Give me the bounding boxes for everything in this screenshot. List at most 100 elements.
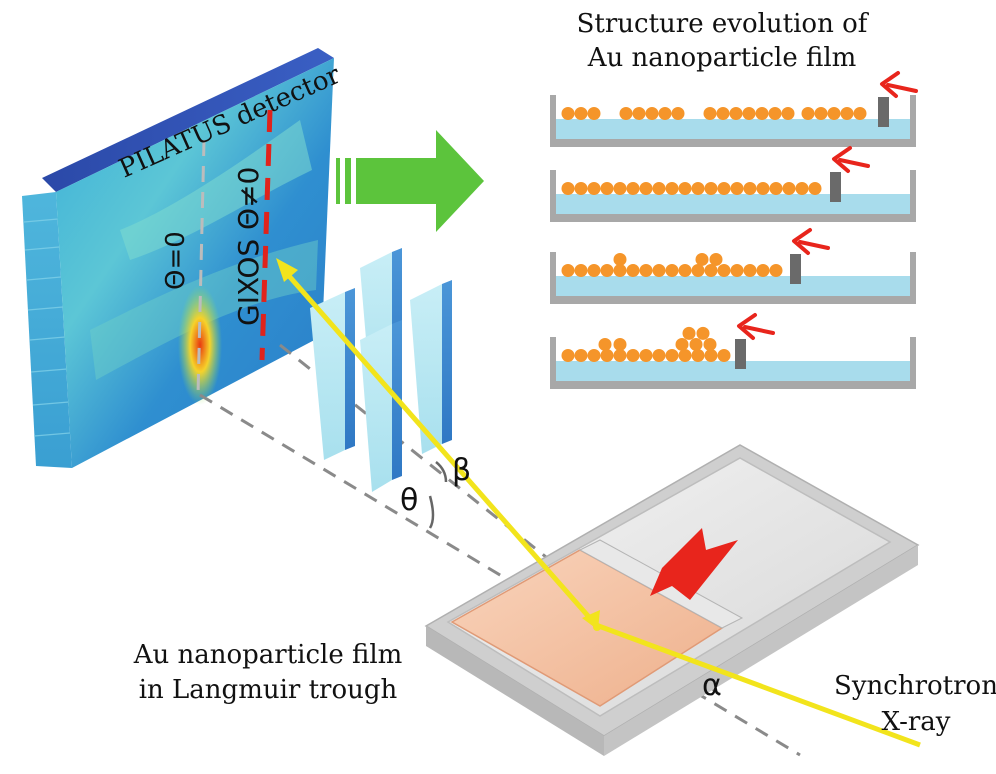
nanoparticle bbox=[704, 264, 718, 277]
nanoparticle bbox=[574, 182, 588, 195]
nanoparticle bbox=[665, 349, 679, 362]
panel-push-arrow-head bbox=[832, 146, 852, 173]
nanoparticle-stacked bbox=[613, 252, 627, 266]
slit-3 bbox=[410, 280, 452, 454]
nanoparticle bbox=[626, 264, 640, 277]
detector-module-lines bbox=[23, 218, 71, 437]
nanoparticle bbox=[652, 182, 666, 195]
nanoparticle bbox=[652, 264, 666, 277]
nanoparticle-stacked bbox=[709, 252, 723, 266]
nanoparticle-stacked bbox=[695, 252, 709, 266]
nanoparticle bbox=[645, 107, 659, 120]
nanoparticle-stacked bbox=[675, 337, 689, 351]
nanoparticle-stacked bbox=[598, 337, 612, 351]
nanoparticle-stacked bbox=[703, 337, 717, 351]
nanoparticle-stacked bbox=[613, 337, 627, 351]
beta-label: β bbox=[452, 453, 471, 488]
panel-water-subphase bbox=[556, 361, 910, 381]
alpha-label: α bbox=[702, 668, 722, 703]
nanoparticle bbox=[613, 182, 627, 195]
nanoparticle bbox=[795, 182, 809, 195]
panel-push-arrow-head bbox=[880, 71, 900, 98]
nanoparticle bbox=[639, 182, 653, 195]
scatter-band-1 bbox=[120, 120, 312, 260]
panel-push-arrow-head bbox=[737, 313, 757, 340]
panel-trough-floor bbox=[550, 296, 916, 304]
panel-trough-wall-right bbox=[910, 170, 916, 222]
nanoparticle bbox=[639, 349, 653, 362]
gixos-line bbox=[259, 109, 273, 361]
panel-trough-wall-left bbox=[550, 252, 556, 304]
nanoparticle bbox=[704, 182, 718, 195]
theta-zero-label: Θ=0 bbox=[161, 231, 191, 290]
nanoparticle-stacked bbox=[682, 326, 696, 340]
nanoparticle bbox=[574, 264, 588, 277]
theta-label: θ bbox=[400, 483, 418, 518]
nanoparticle bbox=[561, 264, 575, 277]
nanoparticle bbox=[561, 107, 575, 120]
nanoparticle bbox=[743, 182, 757, 195]
nanoparticle bbox=[561, 349, 575, 362]
panel-push-arrow-shaft bbox=[886, 83, 918, 93]
nanoparticle bbox=[756, 182, 770, 195]
nanoparticle bbox=[730, 264, 744, 277]
beam-label-line2: X-ray bbox=[882, 707, 951, 737]
panel-trough-floor bbox=[550, 214, 916, 222]
panel-barrier bbox=[830, 172, 841, 202]
nanoparticle-stacked bbox=[689, 337, 703, 351]
langmuir-trough bbox=[424, 444, 920, 756]
soller-slits bbox=[310, 248, 452, 492]
evolution-panel-4 bbox=[550, 313, 916, 389]
evolution-panels bbox=[550, 71, 918, 389]
panel-trough-wall-left bbox=[550, 337, 556, 389]
nanoparticle bbox=[691, 264, 705, 277]
nanoparticle bbox=[781, 107, 795, 120]
nanoparticle bbox=[755, 107, 769, 120]
nanoparticle bbox=[808, 182, 822, 195]
nanoparticle bbox=[730, 182, 744, 195]
beam-spot bbox=[593, 623, 601, 631]
beta-arc bbox=[435, 461, 448, 483]
nanoparticle bbox=[782, 182, 796, 195]
xray-beam bbox=[276, 258, 921, 748]
evolution-panel-3 bbox=[550, 228, 916, 304]
nanoparticle bbox=[574, 107, 588, 120]
nanoparticle bbox=[632, 107, 646, 120]
nanoparticle bbox=[587, 264, 601, 277]
slit-4 bbox=[360, 320, 402, 492]
nanoparticle bbox=[626, 349, 640, 362]
nanoparticle bbox=[587, 107, 601, 120]
nanoparticle bbox=[717, 182, 731, 195]
detector-top-face bbox=[42, 48, 334, 192]
panel-trough-wall-right bbox=[910, 95, 916, 147]
trough-front-edge bbox=[426, 626, 604, 756]
panel-push-arrow-shaft bbox=[743, 325, 775, 335]
nanoparticle bbox=[652, 349, 666, 362]
nanoparticle bbox=[665, 264, 679, 277]
beam-label-line1: Synchrotron bbox=[834, 671, 996, 701]
evolution-panel-1 bbox=[550, 71, 918, 147]
nanoparticle-stacked bbox=[696, 326, 710, 340]
panel-water-subphase bbox=[556, 119, 910, 139]
beam-arrowhead-detector bbox=[276, 258, 298, 282]
nanoparticle bbox=[574, 349, 588, 362]
nanoparticle bbox=[639, 264, 653, 277]
nanoparticle bbox=[827, 107, 841, 120]
panel-push-arrow-shaft bbox=[798, 240, 830, 250]
nanoparticle bbox=[600, 264, 614, 277]
panel-barrier bbox=[878, 97, 889, 127]
panel-water-subphase bbox=[556, 194, 910, 214]
nanoparticle bbox=[703, 107, 717, 120]
nanoparticle bbox=[587, 349, 601, 362]
slit-1 bbox=[310, 288, 355, 460]
panel-trough-wall-right bbox=[910, 252, 916, 304]
panel-barrier bbox=[735, 339, 746, 369]
trough-label-line2: in Langmuir trough bbox=[139, 675, 398, 705]
panel-trough-floor bbox=[550, 139, 916, 147]
panel-trough-floor bbox=[550, 381, 916, 389]
nanoparticle bbox=[691, 349, 705, 362]
nanoparticle bbox=[658, 107, 672, 120]
nanoparticle bbox=[600, 182, 614, 195]
nanoparticle bbox=[619, 107, 633, 120]
panel-trough-wall-left bbox=[550, 95, 556, 147]
